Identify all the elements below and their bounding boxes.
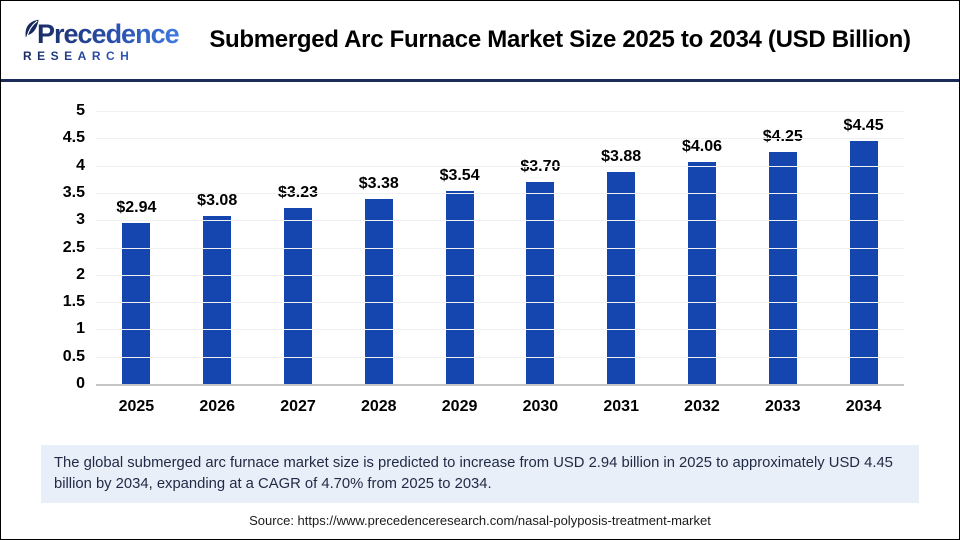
bar <box>203 215 232 384</box>
x-axis-tick-label: 2030 <box>522 398 559 415</box>
summary-text: The global submerged arc furnace market … <box>54 455 893 492</box>
page-title: Submerged Arc Furnace Market Size 2025 t… <box>209 26 911 53</box>
logo-row: Precedence <box>23 19 183 48</box>
y-axis-tick-label: 1.5 <box>62 293 85 311</box>
bars-area: $2.94 $3.08 $3.23 $3.38 $3.54 $3.70 $3.88 $4.06… <box>96 111 904 384</box>
y-axis-tick-label: 2 <box>76 265 85 283</box>
bar-value-label: $4.25 <box>762 127 803 145</box>
bar <box>283 207 312 384</box>
gridline <box>96 247 904 249</box>
bar-value-label: $4.45 <box>843 117 884 135</box>
gridline <box>96 192 904 194</box>
bar <box>445 190 474 384</box>
bar-value-label: $2.94 <box>116 199 157 217</box>
y-axis-tick-label: 4 <box>76 156 85 174</box>
bar <box>607 172 636 384</box>
x-axis-tick-label: 2032 <box>684 398 720 415</box>
x-axis-tick-label: 2028 <box>360 398 397 415</box>
x-axis-tick-label: 2027 <box>280 398 316 415</box>
bar-column: $4.45 <box>823 117 904 384</box>
bar-chart: $2.94 $3.08 $3.23 $3.38 $3.54 $3.70 $3.88 $4.06… <box>1 82 959 434</box>
bar-column: $3.38 <box>338 175 419 384</box>
bar <box>849 141 878 384</box>
bar-value-label: $3.23 <box>277 183 319 201</box>
x-axis-tick-label: 2031 <box>603 398 639 415</box>
gridline <box>96 329 904 331</box>
gridline <box>96 302 904 304</box>
x-axis-tick-label: 2033 <box>764 398 801 415</box>
logo-subname: RESEARCH <box>23 50 183 62</box>
gridline <box>96 138 904 140</box>
x-axis-tick-label: 2029 <box>441 398 478 415</box>
bar-column: $3.88 <box>581 148 662 384</box>
gridline <box>96 274 904 276</box>
leaf-icon <box>25 19 39 37</box>
x-axis-tick-label: 2026 <box>199 398 235 415</box>
bar <box>526 181 555 384</box>
bar-column: $3.08 <box>177 192 258 384</box>
bar-value-label: $3.08 <box>197 191 238 209</box>
y-axis-tick-label: 4.5 <box>62 129 85 147</box>
y-axis-tick-label: 0 <box>76 375 85 392</box>
bar-column: $3.54 <box>419 167 500 384</box>
bar <box>687 162 716 384</box>
precedence-research-logo: Precedence RESEARCH <box>23 19 183 62</box>
y-axis-tick-label: 2.5 <box>62 238 85 256</box>
x-axis-tick-label: 2025 <box>118 398 155 415</box>
bar-column: $4.06 <box>662 138 743 384</box>
bar-value-label: $3.38 <box>358 175 399 193</box>
bar-value-label: $4.06 <box>681 138 722 156</box>
bar-value-label: $3.54 <box>439 166 480 184</box>
x-axis-labels: 2025 2026 2027 2028 2029 2030 2031 2032 2033 2034 <box>96 398 904 416</box>
header: Precedence RESEARCH Submerged Arc Furnac… <box>1 1 959 82</box>
bar-column: $3.70 <box>500 158 581 384</box>
gridline <box>96 220 904 222</box>
logo-name: Precedence <box>37 18 180 49</box>
bar <box>364 199 393 384</box>
gridline <box>96 165 904 167</box>
x-axis-line <box>96 384 904 386</box>
summary-box: The global submerged arc furnace market … <box>41 445 919 503</box>
y-axis-tick-label: 3.5 <box>62 183 85 201</box>
y-axis-tick-label: 1 <box>76 320 85 338</box>
source-text: Source: https://www.precedenceresearch.c… <box>249 513 711 528</box>
bar-column: $3.23 <box>258 184 339 384</box>
x-axis-tick-label: 2034 <box>845 398 882 415</box>
bar-value-label: $3.88 <box>601 148 642 166</box>
bar <box>768 151 797 384</box>
y-axis-tick-label: 0.5 <box>62 347 85 365</box>
gridline <box>96 356 904 358</box>
bar-column: $4.25 <box>742 128 823 384</box>
y-axis-tick-label: 5 <box>76 102 85 119</box>
y-axis-tick-label: 3 <box>76 211 85 229</box>
gridline <box>96 111 904 112</box>
bar-value-label: $3.70 <box>520 157 561 175</box>
